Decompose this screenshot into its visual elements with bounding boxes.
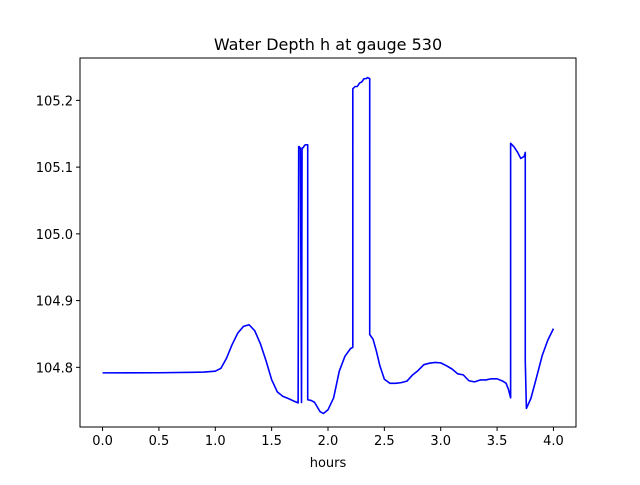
y-ticks: 104.8 104.9 105.0 105.1 105.2 xyxy=(36,94,80,376)
y-tick-label: 104.9 xyxy=(36,295,73,310)
x-tick-label: 3.0 xyxy=(430,434,451,449)
y-tick-label: 105.2 xyxy=(36,94,73,109)
x-tick-label: 2.5 xyxy=(374,434,395,449)
series-line-0 xyxy=(102,76,555,415)
y-tick-label: 104.8 xyxy=(36,361,73,376)
x-tick-label: 3.5 xyxy=(487,434,508,449)
y-tick-label: 105.0 xyxy=(36,228,73,243)
x-tick-label: 0.5 xyxy=(149,434,170,449)
x-tick-label: 1.0 xyxy=(205,434,226,449)
plot-layer xyxy=(102,76,555,415)
plot-frame xyxy=(79,57,577,428)
chart-title: Water Depth h at gauge 530 xyxy=(214,35,442,54)
x-tick-label: 1.5 xyxy=(261,434,282,449)
x-tick-label: 0.0 xyxy=(92,434,113,449)
y-tick-label: 105.1 xyxy=(36,161,73,176)
x-ticks: 0.0 0.5 1.0 1.5 2.0 2.5 3.0 3.5 4.0 xyxy=(92,427,564,449)
x-axis-label: hours xyxy=(310,456,347,471)
x-tick-label: 2.0 xyxy=(318,434,339,449)
x-tick-label: 4.0 xyxy=(543,434,564,449)
